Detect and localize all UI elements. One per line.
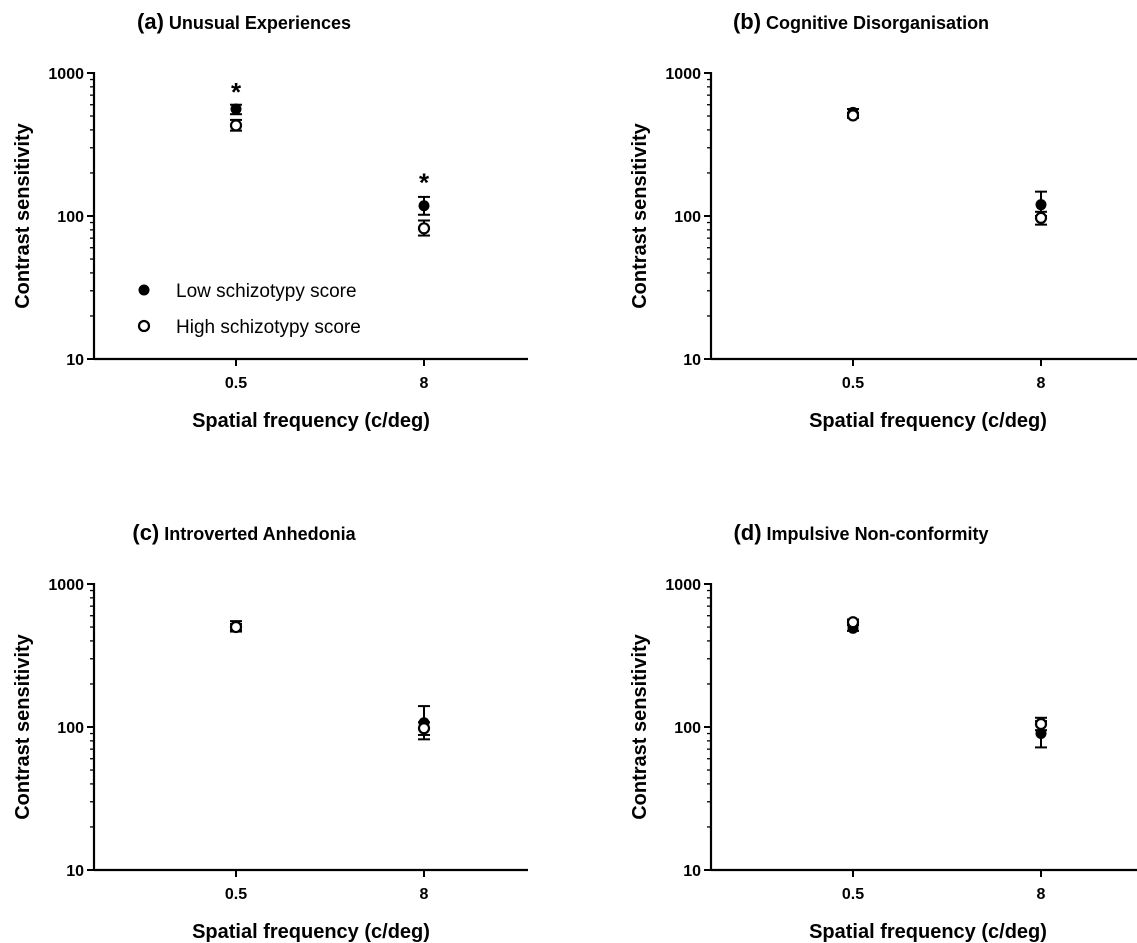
x-axis-label: Spatial frequency (c/deg): [809, 410, 1047, 432]
panel-title-text: Introverted Anhedonia: [164, 524, 356, 544]
y-tick-label: 10: [66, 352, 84, 369]
point-low-schizotypy: [1035, 728, 1047, 740]
x-axis-label: Spatial frequency (c/deg): [192, 921, 430, 943]
panel-title: (c) Introverted Anhedonia: [132, 520, 356, 545]
legend-marker-filled: [138, 284, 150, 296]
significance-asterisk: *: [419, 167, 430, 197]
point-high-schizotypy: [417, 222, 431, 235]
y-tick-label: 100: [57, 209, 84, 226]
panel-letter: (d): [733, 520, 761, 545]
y-tick-label: 1000: [48, 66, 84, 83]
x-tick-label: 8: [1037, 375, 1046, 392]
legend-marker-open: [137, 319, 151, 333]
panel-3: (d) Impulsive Non-conformity 10 100 1000 0.5 8…: [629, 520, 1137, 943]
panel-title: (a) Unusual Experiences: [137, 9, 351, 34]
point-high-schizotypy: [229, 620, 243, 634]
x-tick-label: 8: [420, 375, 429, 392]
x-axis-label: Spatial frequency (c/deg): [809, 921, 1047, 943]
panel-0: (a) Unusual Experiences 10 100 1000 0.5 8 Spati…: [12, 9, 528, 432]
y-axis-label: Contrast sensitivity: [629, 633, 651, 819]
panel-title: (b) Cognitive Disorganisation: [733, 9, 989, 34]
y-tick-label: 100: [57, 720, 84, 737]
panel-1: (b) Cognitive Disorganisation 10 100 1000 0.5…: [629, 9, 1137, 432]
panel-letter: (c): [132, 520, 159, 545]
y-axis-label: Contrast sensitivity: [12, 122, 34, 308]
point-high-schizotypy: [846, 109, 860, 122]
panel-2: (c) Introverted Anhedonia 10 100 1000 0.5 8 Spa…: [12, 520, 528, 943]
x-tick-label: 0.5: [225, 886, 247, 903]
panel-title: (d) Impulsive Non-conformity: [733, 520, 988, 545]
y-tick-label: 10: [683, 352, 701, 369]
point-low-schizotypy: [1035, 199, 1047, 211]
y-tick-label: 1000: [48, 577, 84, 594]
point-high-schizotypy: [1034, 717, 1048, 731]
panel-title-text: Cognitive Disorganisation: [766, 13, 989, 33]
x-tick-label: 0.5: [842, 886, 864, 903]
x-tick-label: 8: [420, 886, 429, 903]
legend-label: High schizotypy score: [176, 317, 361, 338]
panel-title-text: Unusual Experiences: [169, 13, 351, 33]
point-high-schizotypy: [229, 119, 243, 132]
y-tick-label: 1000: [665, 577, 701, 594]
panel-letter: (b): [733, 9, 761, 34]
panel-letter: (a): [137, 9, 164, 34]
y-tick-label: 100: [674, 209, 701, 226]
y-axis-label: Contrast sensitivity: [629, 122, 651, 308]
legend-label: Low schizotypy score: [176, 281, 357, 302]
point-high-schizotypy: [417, 722, 431, 735]
legend: Low schizotypy score High schizotypy scor…: [137, 281, 361, 338]
significance-asterisk: *: [231, 77, 242, 107]
y-axis-label: Contrast sensitivity: [12, 633, 34, 819]
point-low-schizotypy: [418, 200, 430, 212]
point-low-schizotypy: [230, 103, 242, 115]
x-tick-label: 0.5: [842, 375, 864, 392]
point-high-schizotypy: [846, 616, 860, 629]
panel-title-text: Impulsive Non-conformity: [767, 524, 989, 544]
x-axis-label: Spatial frequency (c/deg): [192, 410, 430, 432]
point-high-schizotypy: [1034, 211, 1048, 224]
y-tick-label: 10: [66, 863, 84, 880]
y-tick-label: 10: [683, 863, 701, 880]
y-tick-label: 1000: [665, 66, 701, 83]
x-tick-label: 0.5: [225, 375, 247, 392]
x-tick-label: 8: [1037, 886, 1046, 903]
y-tick-label: 100: [674, 720, 701, 737]
